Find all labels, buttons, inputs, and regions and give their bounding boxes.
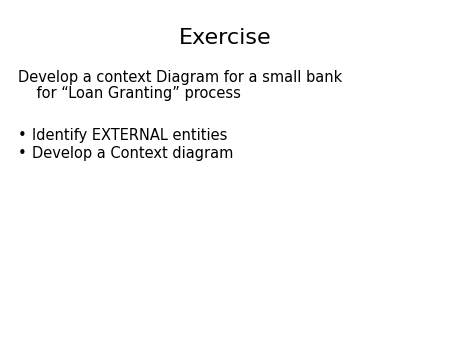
Text: Develop a context Diagram for a small bank: Develop a context Diagram for a small ba… bbox=[18, 70, 342, 85]
Text: Develop a Context diagram: Develop a Context diagram bbox=[32, 146, 234, 161]
Text: for “Loan Granting” process: for “Loan Granting” process bbox=[18, 86, 241, 101]
Text: Identify EXTERNAL entities: Identify EXTERNAL entities bbox=[32, 128, 227, 143]
Text: •: • bbox=[18, 146, 27, 161]
Text: Exercise: Exercise bbox=[179, 28, 271, 48]
Text: •: • bbox=[18, 128, 27, 143]
